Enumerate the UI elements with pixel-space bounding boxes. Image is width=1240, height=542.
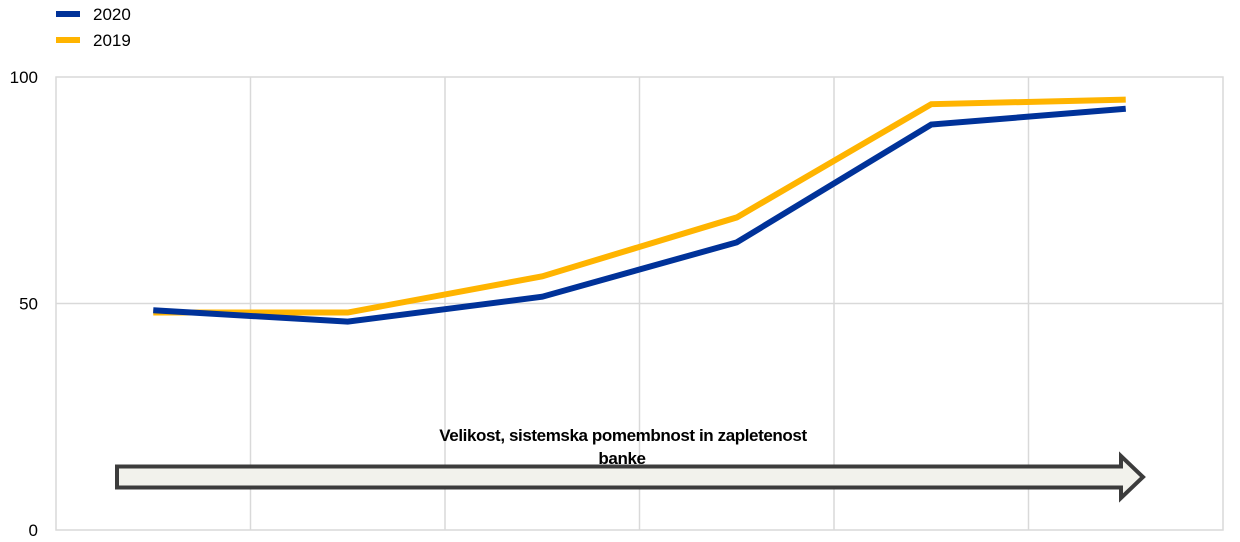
legend-label-2020: 2020 [93,5,131,24]
y-tick-label: 0 [29,521,38,540]
annotation-line-1: Velikost, sistemska pomembnost in zaplet… [439,426,807,445]
grid-lines [55,76,1224,531]
annotation-line-2: banke [598,449,645,468]
legend-label-2019: 2019 [93,31,131,50]
series-line-2020 [153,105,1126,325]
y-tick-label: 50 [19,295,38,314]
y-tick-label: 100 [10,68,38,87]
legend: 2020 2019 [56,5,131,50]
y-axis-ticks: 0 50 100 [10,68,38,540]
direction-arrow: Velikost, sistemska pomembnost in zaplet… [115,426,1146,503]
series-lines [153,96,1126,325]
arrow-shape [115,451,1146,503]
series-line-2019 [153,96,1126,316]
